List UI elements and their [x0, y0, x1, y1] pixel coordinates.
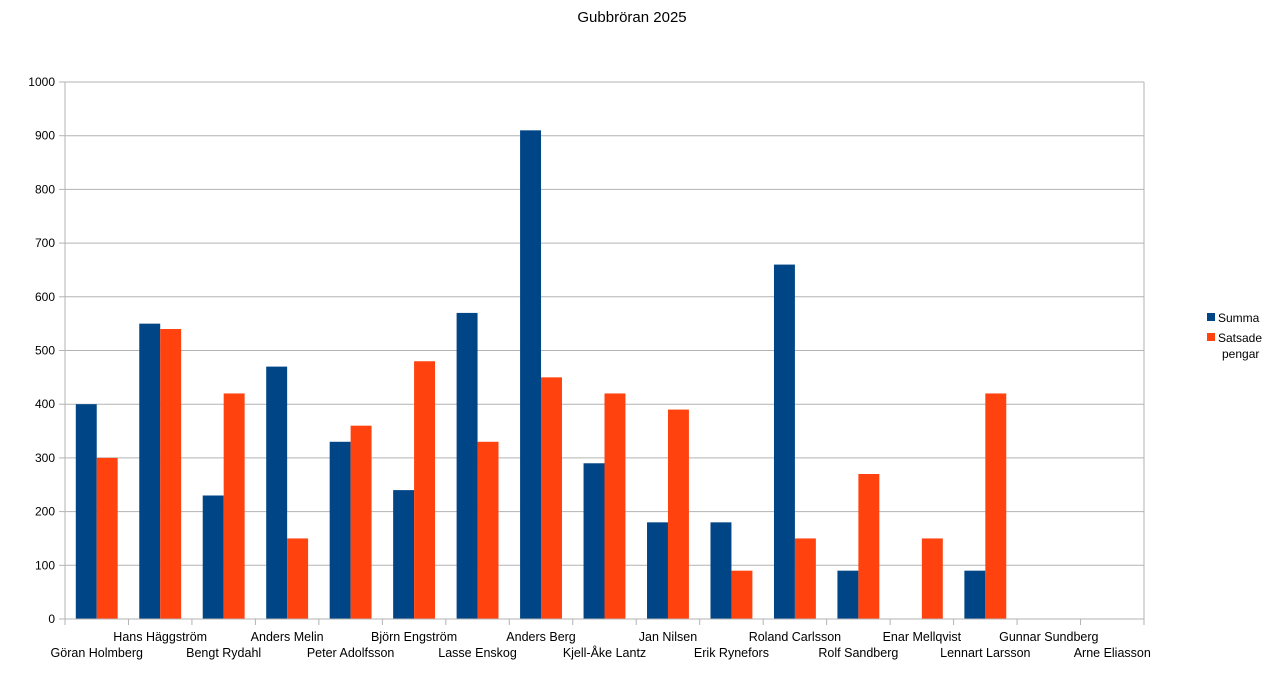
bar-summa: [266, 366, 288, 619]
bars: [75, 130, 1007, 619]
bar-summa: [139, 323, 161, 619]
y-tick-label: 300: [35, 451, 55, 465]
x-category-label: Peter Adolfsson: [307, 646, 395, 660]
bar-satsade-pengar: [541, 377, 562, 619]
y-tick-label: 800: [35, 182, 55, 196]
bar-satsade-pengar: [160, 329, 182, 619]
x-category-label: Kjell-Åke Lantz: [563, 645, 646, 660]
bar-satsade-pengar: [858, 474, 880, 619]
x-category-label: Hans Häggström: [113, 630, 207, 644]
bar-satsade-pengar: [96, 457, 118, 619]
axes: [64, 82, 1145, 625]
bar-satsade-pengar: [604, 393, 626, 619]
bar-summa: [964, 570, 986, 619]
x-category-label: Roland Carlsson: [749, 630, 841, 644]
x-category-labels: Göran Holmberg Hans Häggström Bengt Rydahl…: [51, 630, 1151, 660]
bar-satsade-pengar: [223, 393, 245, 619]
bar-satsade-pengar: [287, 538, 309, 619]
legend-label-cont: pengar: [1222, 347, 1259, 361]
legend: Summa Satsade pengar: [1207, 311, 1262, 361]
y-tick-label: 700: [35, 236, 55, 250]
y-tick-labels: 0 100 200 300 400 500 600 700 800 900 1000: [28, 75, 55, 626]
bar-satsade-pengar: [414, 361, 436, 619]
y-tick-label: 600: [35, 290, 55, 304]
bar-satsade-pengar: [350, 425, 372, 619]
bar-summa: [647, 522, 668, 619]
bar-summa: [837, 570, 859, 619]
x-category-label: Göran Holmberg: [51, 646, 143, 660]
x-category-label: Bengt Rydahl: [186, 646, 261, 660]
x-category-label: Jan Nilsen: [639, 630, 697, 644]
bar-summa: [75, 404, 97, 619]
x-category-label: Arne Eliasson: [1074, 646, 1151, 660]
legend-swatch: [1207, 313, 1215, 321]
bar-satsade-pengar: [985, 393, 1007, 619]
bar-satsade-pengar: [477, 441, 499, 619]
x-category-label: Rolf Sandberg: [818, 646, 898, 660]
y-tick-label: 1000: [28, 75, 55, 89]
y-tick-label: 900: [35, 129, 55, 143]
x-category-label: Erik Rynefors: [694, 646, 769, 660]
bar-summa: [393, 490, 415, 619]
legend-swatch: [1207, 333, 1215, 341]
legend-label: Satsade: [1218, 331, 1262, 345]
x-category-label: Björn Engström: [371, 630, 457, 644]
bar-summa: [329, 441, 351, 619]
bar-satsade-pengar: [794, 538, 816, 619]
x-category-label: Lennart Larsson: [940, 646, 1030, 660]
bar-summa: [583, 463, 605, 619]
bar-summa: [202, 495, 224, 619]
bar-summa: [456, 312, 478, 619]
chart-title: Gubbröran 2025: [577, 9, 686, 26]
y-tick-label: 100: [35, 558, 55, 572]
bar-satsade-pengar: [731, 570, 753, 619]
x-category-label: Gunnar Sundberg: [999, 630, 1098, 644]
x-category-label: Anders Berg: [506, 630, 576, 644]
x-category-label: Anders Melin: [251, 630, 324, 644]
bar-satsade-pengar: [667, 409, 689, 619]
bar-summa: [773, 264, 795, 619]
legend-label: Summa: [1218, 311, 1260, 325]
bar-summa: [520, 130, 542, 619]
x-category-label: Enar Mellqvist: [883, 630, 962, 644]
y-tick-label: 0: [48, 612, 55, 626]
x-category-label: Lasse Enskog: [438, 646, 517, 660]
y-tick-label: 500: [35, 344, 55, 358]
bar-summa: [710, 522, 732, 619]
y-tick-label: 200: [35, 505, 55, 519]
bar-satsade-pengar: [921, 538, 943, 619]
y-tick-label: 400: [35, 397, 55, 411]
